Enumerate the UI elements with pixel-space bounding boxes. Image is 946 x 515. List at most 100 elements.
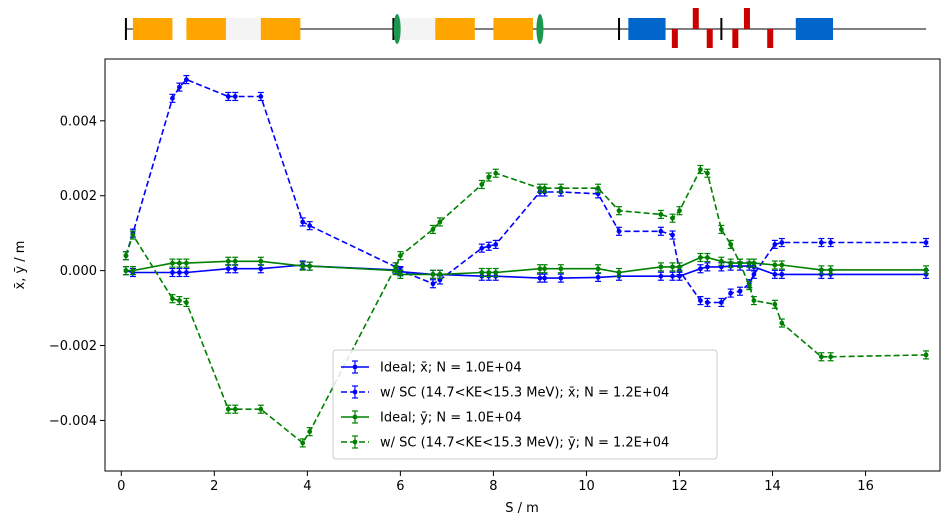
data-point — [818, 267, 824, 273]
data-point — [718, 300, 724, 305]
data-point — [828, 240, 834, 245]
lattice-quadrupole — [732, 29, 739, 48]
data-point — [698, 298, 703, 303]
y-tick-label: −0.004 — [49, 414, 97, 429]
lattice-lens — [536, 14, 544, 44]
legend-entry: w/ SC (14.7<KE<15.3 MeV); x̄; N = 1.2E+0… — [341, 385, 669, 401]
legend-marker — [352, 439, 358, 445]
data-point — [772, 301, 778, 307]
data-point — [479, 270, 485, 275]
data-point — [184, 260, 189, 266]
data-point — [779, 262, 785, 268]
data-point — [698, 266, 703, 272]
data-point — [300, 219, 306, 225]
y-tick-label: 0.004 — [60, 114, 97, 129]
data-point — [493, 170, 499, 176]
lattice-lens — [393, 14, 401, 44]
legend: Ideal; x̄; N = 1.0E+04 w/ SC (14.7<KE<15.… — [332, 349, 718, 460]
data-point — [537, 266, 543, 272]
data-point — [751, 298, 757, 303]
legend-entry: w/ SC (14.7<KE<15.3 MeV); ȳ; N = 1.2E+04 — [341, 435, 669, 451]
data-point — [177, 260, 182, 266]
data-point — [177, 84, 182, 90]
x-tick-label: 0 — [117, 479, 125, 494]
data-point — [677, 264, 682, 270]
lattice-quadrupole — [692, 8, 699, 29]
data-point — [923, 267, 929, 273]
x-tick-label: 12 — [671, 479, 688, 494]
data-point — [616, 270, 622, 275]
data-point — [818, 354, 824, 360]
data-point — [670, 273, 675, 279]
y-tick-label: 0.000 — [60, 264, 97, 279]
x-tick-label: 14 — [764, 479, 781, 494]
data-point — [705, 300, 710, 305]
data-point — [670, 232, 675, 238]
data-point — [923, 240, 929, 245]
x-tick-label: 8 — [489, 479, 497, 494]
lattice-drift — [398, 18, 436, 40]
data-point — [177, 270, 182, 275]
data-point — [616, 208, 622, 214]
data-point — [170, 95, 175, 101]
lattice-quadrupole — [767, 29, 774, 48]
legend-entry: Ideal; x̄; N = 1.0E+04 — [341, 360, 522, 376]
data-point — [486, 174, 492, 180]
data-point — [718, 258, 724, 264]
data-point — [728, 260, 734, 266]
data-point — [232, 258, 238, 264]
data-point — [772, 242, 778, 247]
y-tick-label: 0.002 — [60, 189, 97, 204]
data-point — [818, 240, 824, 245]
legend-entry: Ideal; ȳ; N = 1.0E+04 — [341, 410, 522, 426]
data-point — [258, 94, 264, 99]
data-point — [828, 267, 834, 273]
data-point — [486, 243, 492, 249]
data-point — [307, 263, 313, 269]
data-point — [258, 406, 264, 412]
data-point — [542, 275, 547, 281]
data-point — [437, 219, 443, 225]
data-point — [307, 223, 313, 229]
data-point — [658, 273, 664, 279]
lattice-solenoid — [795, 18, 834, 40]
data-point — [307, 429, 313, 435]
series-3 — [122, 164, 930, 448]
legend-label: w/ SC (14.7<KE<15.3 MeV); x̄; N = 1.2E+0… — [380, 386, 669, 401]
x-tick-label: 10 — [578, 479, 595, 494]
data-point — [123, 253, 129, 259]
data-point — [698, 255, 703, 260]
data-point — [430, 227, 436, 232]
series-line — [125, 256, 926, 276]
data-point — [479, 245, 485, 251]
data-point — [737, 260, 743, 266]
lattice-drift — [172, 18, 187, 40]
data-point — [779, 320, 785, 326]
data-point — [184, 300, 189, 305]
data-point — [493, 242, 499, 247]
data-point — [705, 255, 710, 260]
data-point — [225, 266, 231, 272]
data-point — [558, 266, 564, 272]
legend-marker — [352, 389, 358, 395]
data-point — [779, 271, 785, 277]
x-tick-label: 6 — [396, 479, 404, 494]
data-point — [746, 283, 752, 288]
legend-marker — [352, 414, 358, 420]
data-point — [772, 271, 778, 277]
data-point — [493, 270, 499, 275]
data-point — [705, 264, 710, 270]
lattice-dipole — [260, 18, 301, 40]
data-point — [393, 264, 399, 270]
lattice-quadrupole — [743, 8, 750, 29]
data-point — [718, 227, 724, 232]
data-point — [677, 208, 682, 214]
lattice-dipole — [132, 18, 173, 40]
lattice-quadrupole — [671, 29, 678, 48]
data-point — [123, 268, 129, 274]
lattice-dipole — [186, 18, 226, 40]
data-point — [170, 296, 175, 302]
legend-label: w/ SC (14.7<KE<15.3 MeV); ȳ; N = 1.2E+04 — [380, 436, 669, 451]
legend-marker — [352, 364, 358, 370]
